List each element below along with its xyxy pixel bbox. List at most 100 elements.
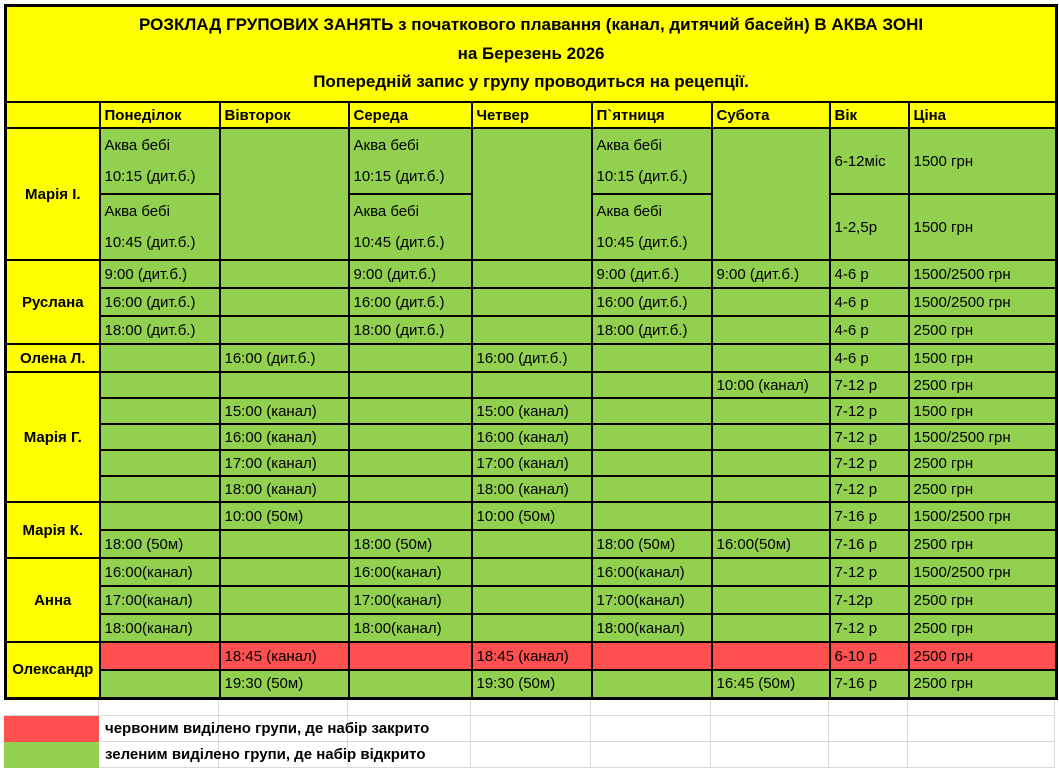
schedule-cell-saturday: 10:00 (канал) xyxy=(710,371,831,399)
table-row: 18:00 (50м) 18:00 (50м) 18:00 (50м) 16:00(5… xyxy=(6,529,1058,559)
schedule-cell-wednesday xyxy=(347,423,473,451)
table-row: 18:00(канал) 18:00(канал) 18:00(канал) 7-12… xyxy=(6,613,1058,643)
price-cell: 2500 грн xyxy=(907,641,1058,671)
day-header-friday: П`ятниця xyxy=(590,101,713,129)
schedule-cell-monday xyxy=(98,343,221,373)
schedule-cell-friday: 18:00 (50м) xyxy=(590,529,713,559)
price-cell: 2500 грн xyxy=(907,371,1058,399)
age-cell: 7-16 р xyxy=(828,669,910,699)
schedule-cell-thursday xyxy=(470,529,593,559)
schedule-cell-friday: Аква бебі 10:15 (дит.б.) xyxy=(590,127,713,195)
schedule-cell-thursday xyxy=(470,287,593,317)
instructor-cell: Олександр xyxy=(4,641,101,699)
schedule-cell-tuesday: 18:00 (канал) xyxy=(218,475,350,503)
schedule-cell-friday xyxy=(590,397,713,425)
table-row: Аква бебі 10:45 (дит.б.) Аква бебі 10:45 … xyxy=(6,193,1058,261)
gridline-horizontal xyxy=(4,741,1055,742)
schedule-cell-monday: 9:00 (дит.б.) xyxy=(98,259,221,289)
schedule-cell-tuesday: 17:00 (канал) xyxy=(218,449,350,477)
age-cell: 6-12міс xyxy=(828,127,910,195)
schedule-cell-friday xyxy=(590,475,713,503)
legend-area: червоним виділено групи, де набір закрит… xyxy=(4,701,1055,768)
schedule-cell-tuesday xyxy=(218,315,350,345)
schedule-cell-thursday: 18:00 (канал) xyxy=(470,475,593,503)
price-cell: 1500/2500 грн xyxy=(907,287,1058,317)
schedule-cell-saturday: 16:00(50м) xyxy=(710,529,831,559)
schedule-cell-friday: 9:00 (дит.б.) xyxy=(590,259,713,289)
table-row: Руслана 9:00 (дит.б.) 9:00 (дит.б.) 9:00 (д… xyxy=(4,259,1058,345)
schedule-cell-saturday xyxy=(710,613,831,643)
table-row: 16:00 (дит.б.) 16:00 (дит.б.) 16:00 (дит.б… xyxy=(6,287,1058,317)
price-cell: 1500/2500 грн xyxy=(907,259,1058,289)
schedule-cell-friday: 17:00(канал) xyxy=(590,585,713,615)
schedule-cell-thursday: 17:00 (канал) xyxy=(470,449,593,477)
gridline-vertical xyxy=(470,701,471,768)
title-line-3: Попередній запис у групу проводиться на … xyxy=(313,71,749,91)
schedule-cell-wednesday xyxy=(347,475,473,503)
table-row: Анна 16:00(канал) 16:00(канал) 16:00(канал)… xyxy=(4,557,1058,643)
price-cell: 1500/2500 грн xyxy=(907,557,1058,587)
price-cell: 2500 грн xyxy=(907,585,1058,615)
price-cell: 2500 грн xyxy=(907,475,1058,503)
day-header-row: Понеділок Вівторок Середа Четвер П`ятниц… xyxy=(4,101,1058,129)
schedule-cell-tuesday: 18:45 (канал) xyxy=(218,641,350,671)
schedule-cell-friday xyxy=(590,449,713,477)
schedule-cell-saturday xyxy=(710,585,831,615)
schedule-cell-wednesday: 17:00(канал) xyxy=(347,585,473,615)
schedule-title: РОЗКЛАД ГРУПОВИХ ЗАНЯТЬ з початкового пл… xyxy=(4,4,1058,103)
schedule-cell-tuesday: 10:00 (50м) xyxy=(218,501,350,531)
schedule-cell-thursday: 16:00 (канал) xyxy=(470,423,593,451)
schedule-cell-wednesday xyxy=(347,501,473,531)
schedule-cell-tuesday: 16:00 (дит.б.) xyxy=(218,343,350,373)
day-header-monday: Понеділок xyxy=(98,101,221,129)
instructor-cell: Руслана xyxy=(4,259,101,345)
price-cell: 2500 грн xyxy=(907,449,1058,477)
schedule-cell-saturday xyxy=(710,475,831,503)
schedule-cell-saturday xyxy=(710,343,831,373)
schedule-cell-monday xyxy=(98,475,221,503)
day-header-tuesday: Вівторок xyxy=(218,101,350,129)
age-cell: 7-16 р xyxy=(828,501,910,531)
schedule-cell-monday: Аква бебі 10:45 (дит.б.) xyxy=(98,193,221,261)
table-row: 15:00 (канал) 15:00 (канал) 7-12 р 1500 грн xyxy=(6,397,1058,425)
title-line-1: РОЗКЛАД ГРУПОВИХ ЗАНЯТЬ з початкового пл… xyxy=(139,15,924,35)
schedule-cell-wednesday xyxy=(347,397,473,425)
schedule-cell-saturday xyxy=(710,127,831,261)
age-cell: 7-12 р xyxy=(828,613,910,643)
legend-open-label: зеленим виділено групи, де набір відкрит… xyxy=(105,746,426,763)
schedule-cell-monday xyxy=(98,669,221,699)
schedule-cell-saturday xyxy=(710,501,831,531)
schedule-cell-wednesday: 16:00(канал) xyxy=(347,557,473,587)
schedule-cell-wednesday: 18:00 (50м) xyxy=(347,529,473,559)
table-row: Марія І. Аква бебі 10:15 (дит.б.) Аква беб… xyxy=(4,127,1058,261)
schedule-cell-monday: 16:00 (дит.б.) xyxy=(98,287,221,317)
schedule-cell-tuesday xyxy=(218,259,350,289)
table-row: Олена Л. 16:00 (дит.б.) 16:00 (дит.б.) 4-6 … xyxy=(4,343,1058,373)
age-cell: 4-6 р xyxy=(828,315,910,345)
price-cell: 1500 грн xyxy=(907,193,1058,261)
age-cell: 7-12 р xyxy=(828,371,910,399)
price-cell: 1500/2500 грн xyxy=(907,501,1058,531)
price-cell: 1500 грн xyxy=(907,127,1058,195)
schedule-cell-friday xyxy=(590,641,713,671)
schedule-cell-thursday: 18:45 (канал) xyxy=(470,641,593,671)
instructor-cell: Марія К. xyxy=(4,501,101,559)
age-cell: 7-12 р xyxy=(828,397,910,425)
schedule-cell-wednesday: 18:00(канал) xyxy=(347,613,473,643)
schedule-cell-thursday: 10:00 (50м) xyxy=(470,501,593,531)
schedule-cell-wednesday: 9:00 (дит.б.) xyxy=(347,259,473,289)
age-cell: 7-12 р xyxy=(828,475,910,503)
schedule-cell-wednesday xyxy=(347,343,473,373)
schedule-cell-tuesday xyxy=(218,613,350,643)
schedule-cell-friday: 18:00 (дит.б.) xyxy=(590,315,713,345)
schedule-cell-monday xyxy=(98,397,221,425)
schedule-cell-thursday xyxy=(470,585,593,615)
table-row: Марія К. 10:00 (50м) 10:00 (50м) 7-16 р 1500… xyxy=(4,501,1058,559)
schedule-cell-thursday: 15:00 (канал) xyxy=(470,397,593,425)
schedule-cell-saturday: 9:00 (дит.б.) xyxy=(710,259,831,289)
schedule-cell-tuesday: 15:00 (канал) xyxy=(218,397,350,425)
age-cell: 4-6 р xyxy=(828,343,910,373)
schedule-cell-wednesday: 18:00 (дит.б.) xyxy=(347,315,473,345)
schedule-cell-friday xyxy=(590,501,713,531)
